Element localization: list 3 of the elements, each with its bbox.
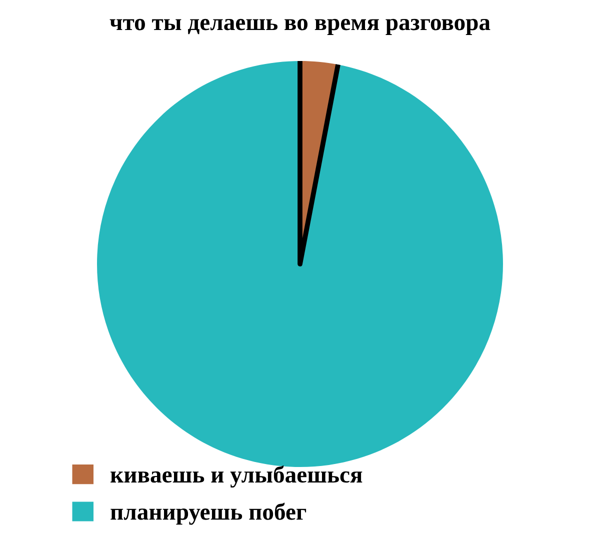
chart-title: что ты делаешь во время разговора xyxy=(110,18,490,36)
legend-label: планируешь побег xyxy=(110,502,306,525)
legend-label: киваешь и улыбаешься xyxy=(110,466,362,488)
